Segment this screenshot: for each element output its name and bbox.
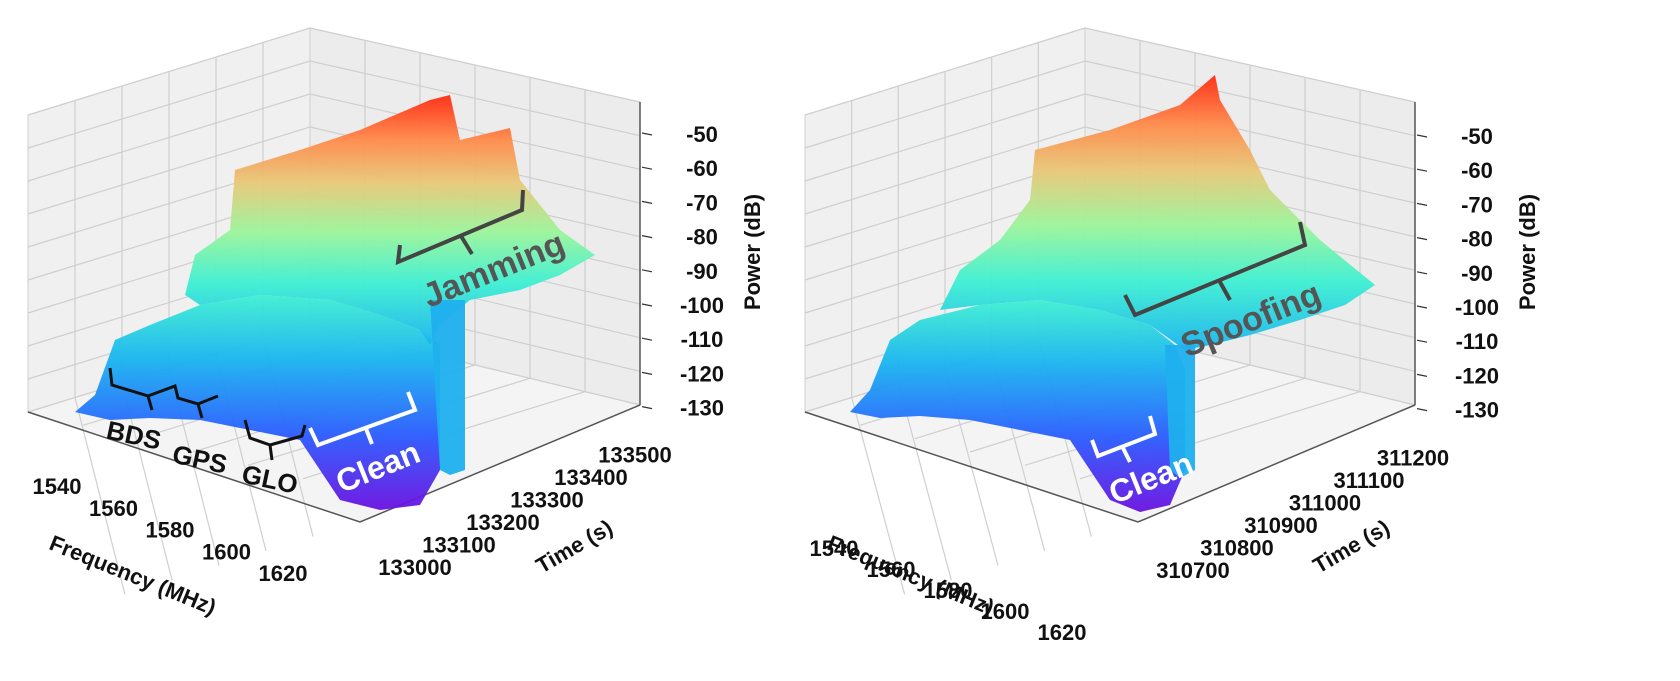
z-tick-label: -60 (686, 156, 718, 181)
y-tick-label: 133300 (510, 488, 583, 513)
z-tick-label: -90 (686, 259, 718, 284)
z-tick-mark (1416, 408, 1428, 412)
x-tick-label: 1560 (867, 557, 916, 582)
spectrum-surface (850, 75, 1375, 512)
x-axis-label: Frequency (MHz) (46, 530, 220, 620)
y-tick-label: 133000 (378, 555, 451, 580)
y-tick-label: 310800 (1200, 536, 1273, 561)
axis-line (27, 404, 641, 523)
z-tick-label: -110 (681, 327, 724, 352)
spoofing-panel: -50 -60 -70 -80 -90 -100 -110 -120 -130 1540 1560… (803, 27, 1540, 645)
z-tick-mark (1416, 339, 1428, 343)
y-axis-label: Time (s) (532, 515, 617, 579)
z-tick-mark (641, 132, 653, 136)
x-tick-label: 1600 (202, 539, 251, 564)
x-tick-label: 1560 (89, 496, 138, 521)
z-tick-label: -80 (1461, 227, 1493, 252)
z-tick-mark (641, 200, 653, 204)
z-tick-label: -50 (686, 122, 718, 147)
clean-region-surface (850, 300, 1185, 512)
z-tick-label: -130 (1455, 398, 1499, 423)
y-tick-label: 311000 (1289, 491, 1361, 516)
x-tick-label: 1620 (259, 561, 308, 586)
axis-line (804, 404, 1416, 523)
z-tick-mark (641, 269, 653, 273)
jamming-region-surface (185, 95, 595, 345)
x-axis-label: Frequency (MHz) (824, 530, 998, 620)
z-tick-mark (641, 406, 653, 410)
y-tick-label: 310900 (1244, 513, 1317, 538)
z-axis-ticks: -50 -60 -70 -80 -90 -100 -110 -120 -130 (1416, 124, 1499, 423)
clean-region-surface (75, 295, 440, 510)
spectrum-surface (75, 95, 595, 510)
y-tick-label: 133400 (554, 465, 627, 490)
z-tick-label: -120 (1455, 363, 1499, 388)
x-tick-label: 1580 (146, 518, 195, 543)
z-tick-mark (641, 166, 653, 170)
z-tick-mark (1416, 373, 1428, 377)
x-tick-label: 1580 (924, 578, 973, 603)
spoofing-bracket (1123, 221, 1308, 318)
x-tick-label: 1600 (981, 599, 1030, 624)
z-tick-mark (1416, 271, 1428, 275)
y-tick-label: 311200 (1377, 446, 1449, 471)
z-tick-mark (641, 303, 653, 307)
z-tick-label: -80 (686, 225, 718, 250)
z-tick-label: -70 (686, 190, 718, 215)
z-tick-label: -100 (680, 293, 724, 318)
clean-bracket (308, 391, 418, 448)
z-axis-label: Power (dB) (1515, 194, 1540, 310)
spectrum-edge-drop (430, 300, 465, 475)
clean-bracket (1090, 415, 1158, 463)
y-tick-label: 310700 (1156, 558, 1229, 583)
z-tick-mark (641, 371, 653, 375)
spectrum-edge-drop (1165, 345, 1195, 478)
z-tick-label: -130 (680, 396, 724, 421)
z-tick-mark (1416, 134, 1428, 138)
z-tick-label: -70 (1461, 192, 1493, 217)
z-axis-ticks: -50 -60 -70 -80 -90 -100 -110 -120 -130 (641, 122, 724, 421)
y-tick-label: 311100 (1334, 468, 1405, 493)
z-tick-label: -60 (1461, 158, 1493, 183)
z-tick-label: -90 (1461, 261, 1493, 286)
y-tick-label: 133500 (598, 443, 671, 468)
z-tick-mark (641, 337, 653, 341)
jamming-bracket (395, 189, 525, 266)
y-tick-label: 133200 (466, 510, 539, 535)
x-tick-label: 1540 (810, 536, 859, 561)
z-tick-mark (1416, 237, 1428, 241)
z-tick-label: -50 (1461, 124, 1493, 149)
z-tick-mark (1416, 305, 1428, 309)
x-tick-label: 1620 (1038, 620, 1087, 645)
y-tick-label: 133100 (422, 533, 495, 558)
x-tick-label: 1540 (33, 474, 82, 499)
x-axis-ticks: 1540 1560 1580 1600 1620 (810, 536, 1087, 645)
z-axis-label: Power (dB) (740, 194, 765, 310)
z-tick-label: -120 (680, 361, 724, 386)
spoofing-region-surface (940, 75, 1375, 350)
z-tick-label: -110 (1456, 329, 1499, 354)
z-tick-mark (1416, 168, 1428, 172)
x-axis-ticks: 1540 1560 1580 1600 1620 (33, 474, 308, 586)
z-tick-mark (641, 235, 653, 239)
band-brackets (108, 367, 307, 461)
z-tick-mark (1416, 202, 1428, 206)
z-tick-label: -100 (1455, 295, 1499, 320)
jamming-panel: -50 -60 -70 -80 -90 -100 -110 -120 -130 1540 1560… (26, 27, 765, 620)
y-axis-label: Time (s) (1309, 515, 1394, 579)
